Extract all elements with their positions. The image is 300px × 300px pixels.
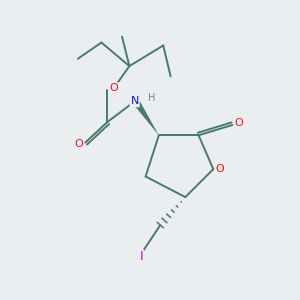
Text: O: O <box>235 118 243 128</box>
Text: N: N <box>130 96 139 106</box>
Text: I: I <box>140 250 143 263</box>
Text: O: O <box>110 83 118 93</box>
Text: H: H <box>148 93 156 103</box>
Text: O: O <box>215 164 224 174</box>
Text: O: O <box>74 139 83 149</box>
Polygon shape <box>134 101 159 135</box>
